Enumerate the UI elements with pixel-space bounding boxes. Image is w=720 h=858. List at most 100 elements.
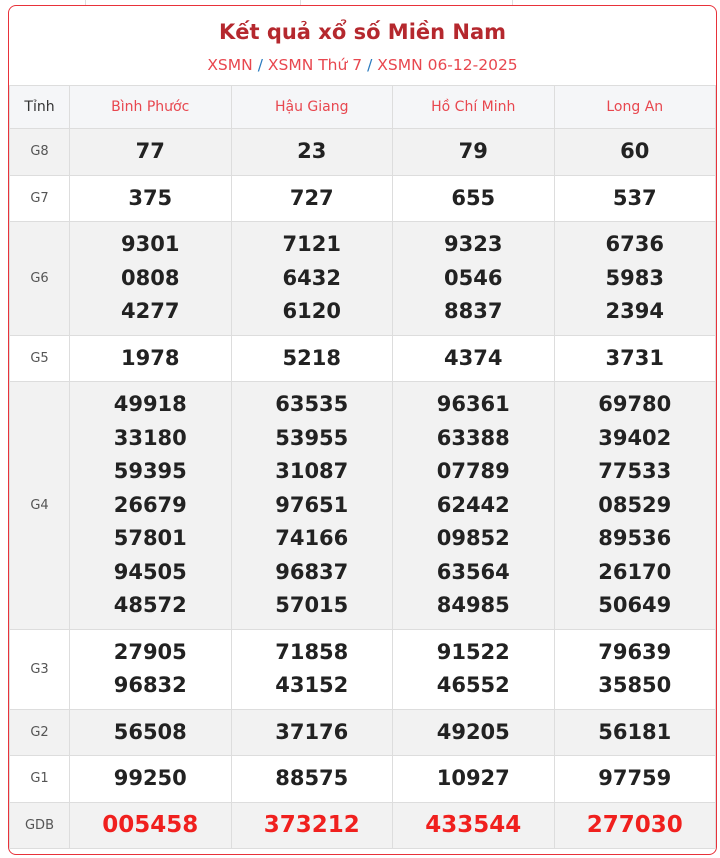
result-number: 005458 [102, 811, 199, 838]
result-number: 9301 [121, 232, 180, 256]
province-header[interactable]: Hồ Chí Minh [392, 85, 555, 129]
breadcrumb-date[interactable]: XSMN 06-12-2025 [377, 56, 518, 74]
result-cell: 9301 0808 4277 [69, 221, 232, 336]
result-number: 1978 [121, 345, 180, 370]
result-number: 96837 [275, 559, 349, 584]
province-header[interactable]: Long An [553, 85, 716, 129]
result-cell: 373212 [230, 801, 393, 849]
results-card: Kết quả xổ số Miền Nam XSMN / XSMN Thứ 7… [8, 5, 717, 855]
result-number: 63388 [436, 425, 510, 450]
province-header[interactable]: Bình Phước [69, 85, 232, 129]
prize-label: G4 [9, 381, 70, 630]
province-label-header: Tỉnh [9, 85, 70, 129]
result-number: 59395 [113, 459, 187, 483]
result-number: 63564 [436, 559, 510, 584]
result-cell: 79 [392, 128, 555, 176]
result-cell: 71858 43152 [230, 628, 393, 710]
prize-row-g3: G3 27905 96832 71858 43152 91522 46552 79639 358… [9, 628, 716, 710]
result-number: 655 [451, 185, 496, 210]
header-row: Tỉnh Bình Phước Hậu Giang Hồ Chí Minh Lo… [9, 85, 716, 129]
result-number: 35850 [598, 673, 672, 697]
page-title: Kết quả xổ số Miền Nam [218, 20, 507, 44]
result-cell: 433544 [392, 801, 555, 849]
result-number: 2394 [605, 299, 664, 323]
breadcrumb-separator: / [257, 56, 263, 74]
result-cell: 727 [230, 174, 393, 222]
result-cell: 91522 46552 [392, 628, 555, 710]
result-number: 99250 [113, 766, 187, 790]
prize-row-gdb: GDB 005458 373212 433544 277030 [9, 801, 716, 849]
result-cell: 5218 [230, 334, 393, 382]
result-cell: 3731 [553, 334, 716, 382]
result-cell: 27905 96832 [69, 628, 232, 710]
prize-label: G1 [9, 755, 70, 803]
result-number: 53955 [275, 425, 349, 450]
result-number: 49205 [436, 719, 510, 744]
breadcrumb-xsmn[interactable]: XSMN [207, 56, 253, 74]
result-number: 57801 [113, 526, 187, 550]
result-number: 77533 [598, 459, 672, 483]
result-cell: 49918 33180 59395 26679 57801 94505 48572 [69, 381, 232, 630]
prize-row-g5: G5 1978 5218 4374 3731 [9, 334, 716, 382]
result-cell: 537 [553, 174, 716, 222]
result-number: 6120 [282, 299, 341, 323]
result-cell: 56181 [553, 708, 716, 756]
result-cell: 63535 53955 31087 97651 74166 96837 57015 [230, 381, 393, 630]
result-number: 57015 [275, 593, 349, 617]
result-number: 56181 [598, 719, 672, 744]
result-cell: 6736 5983 2394 [553, 221, 716, 336]
result-number: 48572 [113, 593, 187, 617]
prize-label: G8 [9, 128, 70, 176]
result-cell: 10927 [392, 755, 555, 803]
result-cell: 69780 39402 77533 08529 89536 26170 50649 [553, 381, 716, 630]
result-number: 39402 [598, 425, 672, 450]
result-cell: 77 [69, 128, 232, 176]
result-cell: 60 [553, 128, 716, 176]
result-number: 6432 [282, 265, 341, 290]
result-number: 63535 [275, 392, 349, 416]
result-number: 37176 [275, 719, 349, 744]
result-cell: 375 [69, 174, 232, 222]
breadcrumb-xsmn-thu7[interactable]: XSMN Thứ 7 [267, 56, 363, 74]
result-number: 71858 [275, 639, 349, 664]
results-table: Tỉnh Bình Phước Hậu Giang Hồ Chí Minh Lo… [9, 85, 716, 849]
result-cell: 9323 0546 8837 [392, 221, 555, 336]
prize-row-g4: G4 49918 33180 59395 26679 57801 94505 48572 635… [9, 381, 716, 630]
province-header[interactable]: Hậu Giang [230, 85, 393, 129]
prize-label: G7 [9, 174, 70, 222]
result-cell: 1978 [69, 334, 232, 382]
result-number: 97651 [275, 492, 349, 517]
result-number: 0808 [121, 265, 180, 290]
result-cell: 96361 63388 07789 62442 09852 63564 84985 [392, 381, 555, 630]
prize-row-g2: G2 56508 37176 49205 56181 [9, 708, 716, 756]
result-cell: 79639 35850 [553, 628, 716, 710]
result-cell: 277030 [553, 801, 716, 849]
result-cell: 37176 [230, 708, 393, 756]
prize-label: G5 [9, 334, 70, 382]
prize-label: G3 [9, 628, 70, 710]
result-number: 26679 [113, 492, 187, 517]
result-number: 96361 [436, 392, 510, 416]
breadcrumb-separator: / [367, 56, 373, 74]
result-number: 89536 [598, 526, 672, 550]
result-number: 537 [612, 185, 657, 210]
result-number: 375 [128, 185, 173, 210]
prize-label: GDB [9, 801, 70, 849]
result-number: 69780 [598, 392, 672, 416]
result-number: 3731 [605, 345, 664, 370]
result-number: 4374 [444, 345, 503, 370]
result-number: 5218 [282, 345, 341, 370]
result-number: 49918 [113, 392, 187, 416]
result-number: 08529 [598, 492, 672, 517]
result-number: 433544 [425, 811, 522, 838]
result-cell: 88575 [230, 755, 393, 803]
result-number: 727 [289, 185, 334, 210]
result-number: 26170 [598, 559, 672, 584]
result-number: 43152 [275, 673, 349, 697]
result-number: 96832 [113, 673, 187, 697]
result-cell: 56508 [69, 708, 232, 756]
result-number: 10927 [436, 766, 510, 790]
result-number: 31087 [275, 459, 349, 483]
result-number: 91522 [436, 639, 510, 664]
result-number: 07789 [436, 459, 510, 483]
